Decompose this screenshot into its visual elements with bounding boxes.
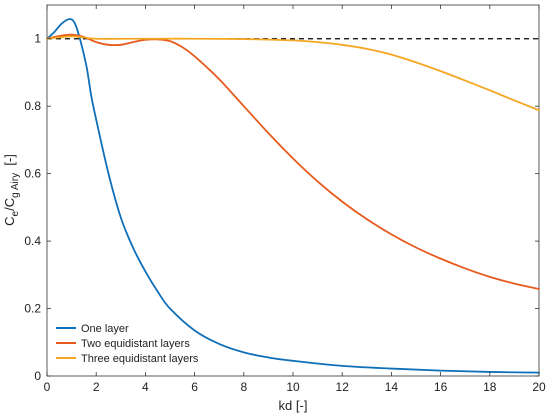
- legend-label-one-layer: One layer: [81, 323, 129, 335]
- y-axis-label-unit: [-]: [2, 154, 17, 173]
- y-axis-label-mid: /C: [2, 198, 17, 211]
- x-tick-label: 10: [286, 380, 300, 394]
- y-axis-label: Ce/Cg Airy [-]: [2, 154, 21, 226]
- y-axis-label-base: C: [2, 216, 17, 225]
- y-axis-label-sub1: e: [10, 210, 21, 216]
- x-tick-label: 0: [44, 380, 51, 394]
- series-line-three-equidistant-layers: [46, 35, 540, 112]
- y-tick-label: 0.6: [24, 167, 41, 181]
- x-tick-label: 4: [142, 380, 149, 394]
- x-tick-label: 6: [191, 380, 198, 394]
- series-line-two-equidistant-layers: [46, 33, 540, 290]
- y-tick-label: 1: [34, 32, 41, 46]
- y-axis-label-sub2: g Airy: [10, 173, 21, 198]
- y-tick-label: 0.4: [24, 234, 41, 248]
- x-tick-label: 2: [93, 380, 100, 394]
- plot-area: [46, 4, 540, 377]
- series-layer: [46, 18, 540, 374]
- legend-label-two-equidistant-layers: Two equidistant layers: [81, 338, 190, 350]
- x-tick-label: 16: [434, 380, 448, 394]
- y-tick-label: 0.2: [24, 302, 41, 316]
- x-tick-label: 12: [336, 380, 350, 394]
- y-axis: 0 0.2 0.4 0.6 0.8 1: [24, 32, 539, 383]
- series-line-one-layer: [46, 18, 540, 374]
- x-axis: 0 2 4 6 8 10 12 14 16 18 20: [44, 5, 546, 394]
- legend: One layer Two equidistant layers Three equ…: [56, 323, 199, 365]
- x-axis-label: kd [-]: [279, 398, 308, 413]
- x-tick-label: 14: [385, 380, 399, 394]
- y-tick-label: 0.8: [24, 99, 41, 113]
- x-tick-label: 18: [483, 380, 497, 394]
- legend-label-three-equidistant-layers: Three equidistant layers: [81, 353, 199, 365]
- x-tick-label: 20: [532, 380, 546, 394]
- y-tick-label: 0: [34, 369, 41, 383]
- x-tick-label: 8: [240, 380, 247, 394]
